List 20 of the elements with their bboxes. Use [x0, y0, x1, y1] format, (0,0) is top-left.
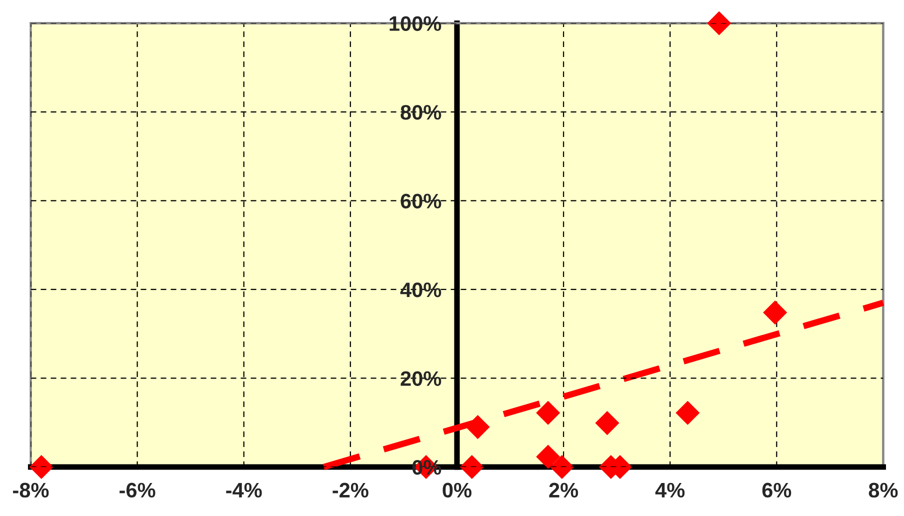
x-tick-label: 4%	[655, 482, 685, 498]
point	[29, 454, 54, 480]
point	[460, 454, 484, 480]
x-tick-label: -8%	[13, 482, 49, 498]
point	[595, 411, 620, 436]
x-tick-label: 8%	[868, 482, 898, 498]
point	[676, 400, 700, 425]
point	[550, 454, 574, 480]
x-tick-label: -6%	[120, 482, 156, 498]
x-tick-label: 6%	[762, 482, 792, 498]
point	[536, 400, 560, 425]
point	[763, 300, 788, 325]
x-tick-label: -4%	[226, 482, 262, 498]
point	[536, 444, 560, 469]
x-tick-label: -2%	[332, 482, 368, 498]
x-tick-label: 2%	[549, 482, 578, 498]
point	[707, 11, 732, 36]
x-tick-label: 0%	[442, 482, 472, 498]
y-tick-label: 100%	[390, 16, 442, 31]
point	[466, 415, 490, 440]
